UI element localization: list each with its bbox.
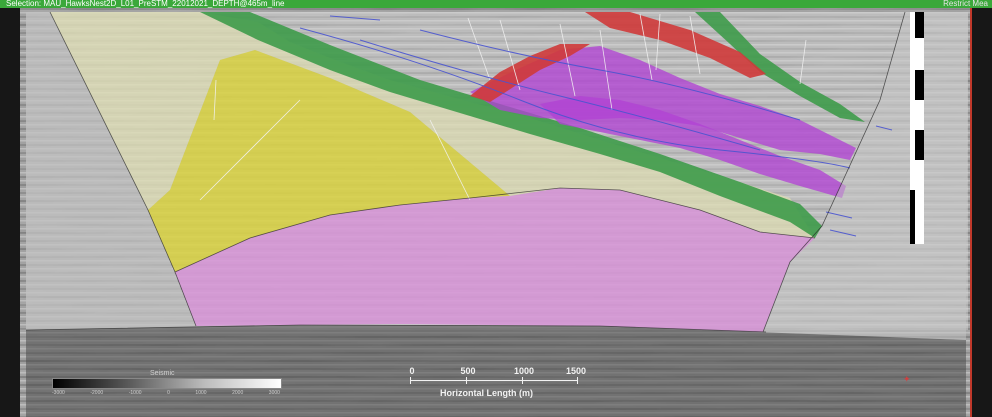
basement-unit[interactable] [175,188,815,332]
fault-line [655,13,661,71]
horizon-pick [419,29,801,121]
colorbar-tick: -2000 [90,390,104,396]
title-bar: Selection: MAU_HawksNest2D_L01_PreSTM_22… [0,0,992,8]
restrict-label[interactable]: Restrict Mea [943,0,988,8]
fault-line [799,39,807,85]
window-title: Selection: MAU_HawksNest2D_L01_PreSTM_22… [6,0,285,8]
scale-label: 0 [409,366,415,376]
horizon-pick [875,125,893,131]
fault-line [213,79,217,121]
horizon-pick [359,39,761,151]
colorbar-tick: 0 [167,390,170,396]
scale-line [410,380,578,381]
scale-tick [522,377,523,384]
colorbar-tick: 1000 [195,390,207,396]
fault-line [599,29,613,111]
fault-line [467,17,491,81]
scale-tick [410,377,411,384]
fault-line [639,13,653,81]
yellow-unit[interactable] [148,50,510,272]
fault-line [689,15,701,75]
colorbar-title: Seismic [150,370,175,377]
scale-label: 1000 [513,366,535,376]
outline [25,324,767,333]
scale-tick [466,377,467,384]
outline [49,11,197,327]
depth-scale-bar [910,12,924,244]
scale-title: Horizontal Length (m) [440,388,533,398]
horizon-picks [299,15,893,237]
purple-unit[interactable] [470,46,856,160]
scale-label: 1500 [565,366,587,376]
horizon-pick [299,27,851,169]
green-horizon[interactable] [200,12,822,238]
green-horizon-upper[interactable] [695,12,865,122]
outline [762,11,906,333]
left-flank [26,12,196,330]
fault-line [429,119,471,201]
outline [174,187,816,273]
colorbar-tick: -1000 [128,390,142,396]
horizontal-scale-bar: 0 500 1000 1500 [409,366,587,396]
fault-line [559,23,576,97]
horizon-pick [329,15,381,21]
colorbar-tick: 3000 [268,390,280,396]
red-horizon-upper[interactable] [585,12,766,78]
fault-line [499,19,521,91]
horizon-pick [829,229,857,237]
colorbar-tick: 2000 [232,390,244,396]
lower-seismic-dark [26,325,966,417]
amplitude-colorbar [52,378,282,389]
colorbar-tick: -3000 [52,390,65,396]
right-frame [970,8,992,417]
left-frame [0,8,20,417]
unit-outlines [25,11,906,333]
scale-tick [577,377,578,384]
horizon-pick [825,211,853,219]
fault-line [199,99,301,201]
red-horizon[interactable] [470,44,590,102]
colorbar-ticks: -3000 -2000 -1000 0 1000 2000 3000 [52,390,280,396]
cursor-marker: ✦ [903,374,911,384]
fault-lines [199,13,807,201]
scale-label: 500 [460,366,476,376]
